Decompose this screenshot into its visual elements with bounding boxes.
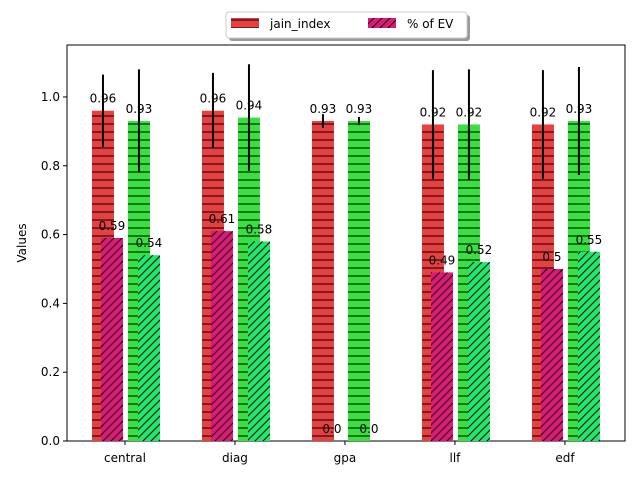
bar xyxy=(347,121,370,441)
x-tick-label: central xyxy=(104,451,146,465)
data-label: 0.52 xyxy=(466,243,493,257)
data-label: 0.94 xyxy=(236,99,263,113)
bar xyxy=(137,255,160,441)
legend-box xyxy=(225,11,468,39)
data-label: 0.96 xyxy=(90,92,117,106)
data-label: 0.92 xyxy=(530,105,557,119)
legend-label: % of EV xyxy=(407,17,454,31)
bar xyxy=(100,238,123,441)
y-tick-label: 0.4 xyxy=(41,296,60,310)
bar xyxy=(247,241,270,441)
data-label: 0.54 xyxy=(136,236,163,250)
y-tick-label: 0.0 xyxy=(41,434,60,448)
bar xyxy=(311,121,334,441)
y-tick-label: 0.6 xyxy=(41,228,60,242)
data-label: 0.55 xyxy=(576,233,603,247)
x-tick-label: gpa xyxy=(334,451,357,465)
data-label: 0.0 xyxy=(322,422,341,436)
bar xyxy=(210,231,233,441)
legend-swatch xyxy=(368,18,396,28)
data-label: 0.59 xyxy=(99,219,126,233)
data-label: 0.92 xyxy=(456,105,483,119)
legend-label: jain_index xyxy=(269,17,330,31)
y-tick-label: 0.2 xyxy=(41,365,60,379)
plot-frame xyxy=(66,44,626,442)
data-label: 0.92 xyxy=(420,105,447,119)
data-label: 0.93 xyxy=(310,102,337,116)
data-label: 0.96 xyxy=(200,92,227,106)
x-tick-label: llf xyxy=(449,451,461,465)
y-axis-label: Values xyxy=(15,223,29,262)
x-tick-label: edf xyxy=(555,451,575,465)
bar xyxy=(577,251,600,441)
data-label: 0.93 xyxy=(126,102,153,116)
data-label: 0.0 xyxy=(359,422,378,436)
legend: jain_index % of EV xyxy=(225,11,470,41)
data-label: 0.93 xyxy=(566,102,593,116)
data-label: 0.93 xyxy=(346,102,373,116)
bar xyxy=(430,272,453,441)
legend-swatch xyxy=(231,18,259,28)
x-tick-label: diag xyxy=(222,451,248,465)
y-tick-label: 1.0 xyxy=(41,90,60,104)
bar xyxy=(467,262,490,441)
data-label: 0.49 xyxy=(429,253,456,267)
data-label: 0.58 xyxy=(246,222,273,236)
y-tick-label: 0.8 xyxy=(41,159,60,173)
data-label: 0.5 xyxy=(542,250,561,264)
data-label: 0.61 xyxy=(209,212,236,226)
bar xyxy=(540,268,563,441)
